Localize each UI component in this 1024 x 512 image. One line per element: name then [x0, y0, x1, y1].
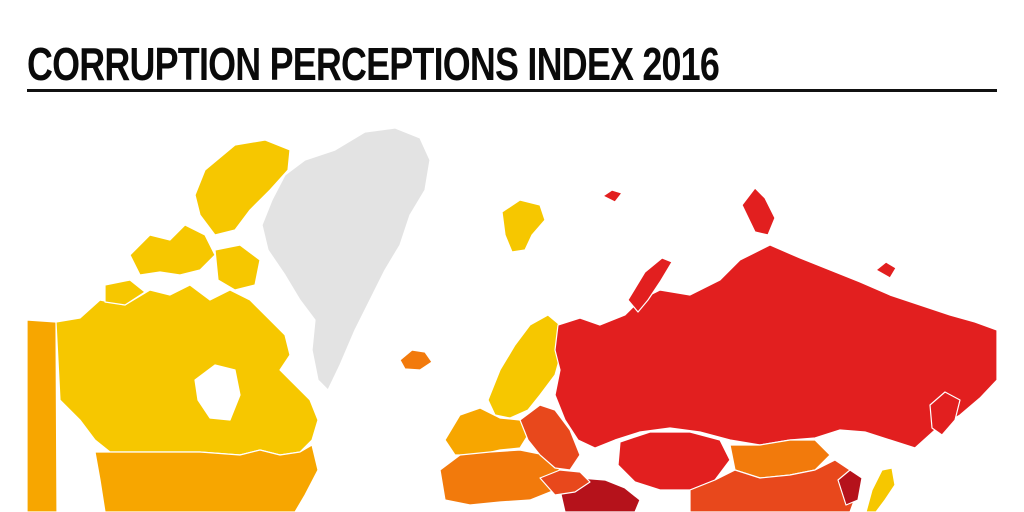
- region-svalbard[interactable]: [501, 199, 546, 253]
- region-korea[interactable]: [837, 469, 863, 506]
- region-russia-arctic-small-2[interactable]: [875, 261, 897, 279]
- region-canada[interactable]: [55, 284, 319, 456]
- region-russia-novaya-zemlya[interactable]: [627, 257, 673, 313]
- region-canada-island-3[interactable]: [214, 244, 261, 291]
- world-map: [26, 127, 998, 512]
- region-alaska[interactable]: [26, 319, 58, 512]
- region-greenland[interactable]: [261, 127, 431, 391]
- region-japan[interactable]: [865, 467, 896, 512]
- region-russia-franz-josef[interactable]: [741, 187, 776, 236]
- region-scandinavia[interactable]: [487, 314, 563, 419]
- region-china[interactable]: [689, 459, 859, 512]
- region-canada-island-2[interactable]: [129, 224, 216, 276]
- title-underline: [27, 89, 997, 92]
- region-sakhalin[interactable]: [929, 391, 961, 436]
- region-united-states[interactable]: [94, 444, 319, 512]
- page-title: CORRUPTION PERCEPTIONS INDEX 2016: [27, 38, 720, 90]
- region-turkey[interactable]: [539, 469, 591, 496]
- hudson-bay: [194, 364, 241, 421]
- region-canada-island-4[interactable]: [104, 279, 146, 306]
- region-russia-arctic-small-1[interactable]: [602, 189, 623, 203]
- region-russia[interactable]: [554, 244, 998, 449]
- region-iceland[interactable]: [399, 349, 433, 371]
- region-eastern-europe[interactable]: [519, 404, 581, 471]
- region-canada-arctic[interactable]: [194, 139, 291, 236]
